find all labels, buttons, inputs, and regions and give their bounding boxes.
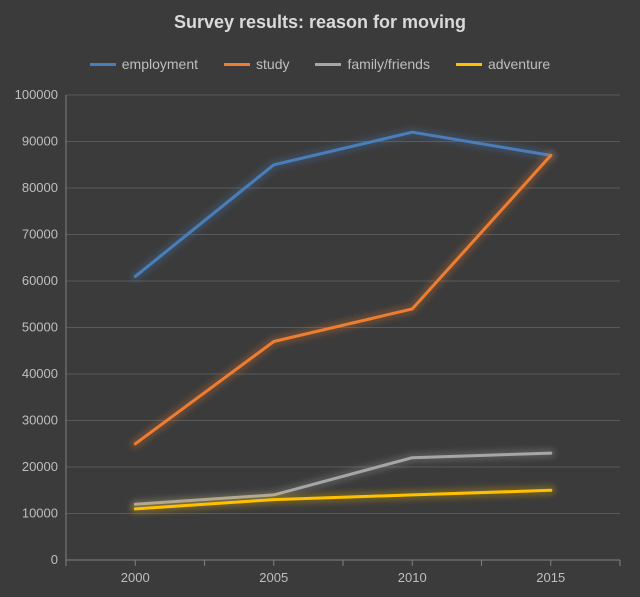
y-tick-label: 30000: [22, 413, 58, 428]
x-tick-label: 2010: [398, 570, 427, 585]
y-tick-label: 70000: [22, 227, 58, 242]
y-tick-label: 60000: [22, 273, 58, 288]
plot-area: 0 10000 20000 30000 40000 50000 60000 70000 8000…: [0, 0, 640, 597]
y-tick-label: 0: [51, 552, 58, 567]
line-chart: Survey results: reason for moving employ…: [0, 0, 640, 597]
series-glow-study: [135, 155, 551, 443]
x-tick-label: 2015: [536, 570, 565, 585]
series-glow-employment: [135, 132, 551, 276]
y-tick-label: 50000: [22, 320, 58, 335]
y-tick-label: 10000: [22, 506, 58, 521]
y-tick-label: 20000: [22, 459, 58, 474]
y-tick-label: 80000: [22, 180, 58, 195]
x-tick-label: 2005: [259, 570, 288, 585]
y-tick-label: 40000: [22, 366, 58, 381]
x-tick-label: 2000: [121, 570, 150, 585]
series-line-employment: [135, 132, 551, 276]
y-tick-label: 100000: [15, 87, 58, 102]
y-tick-label: 90000: [22, 134, 58, 149]
